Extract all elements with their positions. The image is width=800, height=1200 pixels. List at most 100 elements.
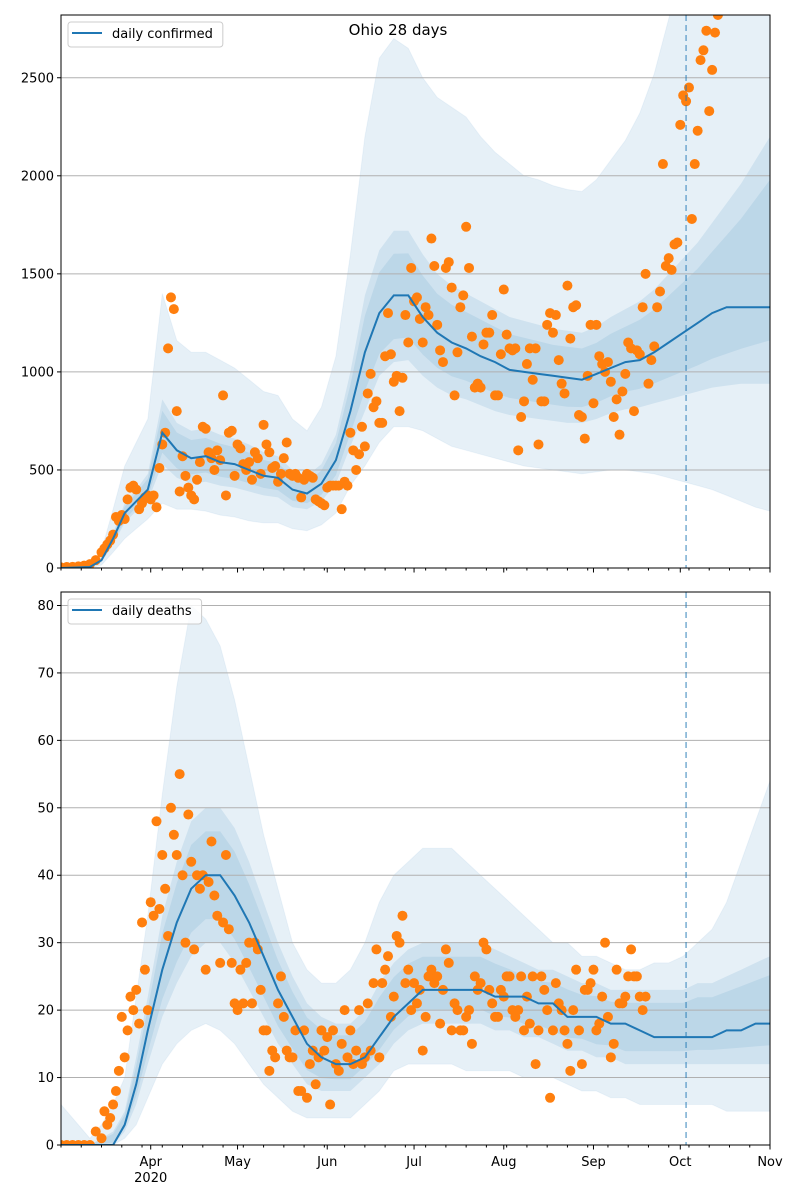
observed-point <box>200 423 211 434</box>
observed-point <box>681 96 692 107</box>
observed-point <box>466 331 477 342</box>
observed-point <box>640 268 651 279</box>
observed-point <box>368 978 379 989</box>
observed-point <box>388 991 399 1002</box>
observed-point <box>539 396 550 407</box>
observed-point <box>313 1052 324 1063</box>
observed-point <box>148 910 159 921</box>
observed-point <box>420 1011 431 1022</box>
observed-point <box>319 1045 330 1056</box>
observed-point <box>719 0 729 5</box>
xtick-label: Jul <box>405 1155 422 1170</box>
observed-point <box>113 1065 124 1076</box>
observed-point <box>145 897 156 908</box>
observed-point <box>212 910 223 921</box>
observed-point <box>600 937 611 948</box>
observed-point <box>530 1059 541 1070</box>
observed-point <box>643 378 654 389</box>
observed-point <box>591 319 602 330</box>
observed-point <box>631 971 642 982</box>
deaths-axes-frame <box>60 591 771 1146</box>
observed-point <box>301 1092 312 1103</box>
observed-point <box>339 1005 350 1016</box>
observed-point <box>287 1052 298 1063</box>
observed-point <box>449 390 460 401</box>
observed-point <box>345 1025 356 1036</box>
band-95 <box>61 15 770 568</box>
observed-point <box>218 917 229 928</box>
ytick-label: 2500 <box>21 71 54 86</box>
observed-point <box>756 0 766 5</box>
observed-point <box>252 453 263 464</box>
observed-point <box>751 0 761 5</box>
observed-point <box>183 809 194 820</box>
observed-point <box>710 27 721 38</box>
observed-point <box>513 1005 524 1016</box>
observed-point <box>180 470 191 481</box>
deaths-legend[interactable]: daily deaths <box>67 598 203 625</box>
observed-point <box>440 944 451 955</box>
observed-point <box>174 769 185 780</box>
observed-point <box>487 998 498 1009</box>
observed-point <box>371 396 382 407</box>
ytick-label: 30 <box>37 936 54 951</box>
observed-point <box>707 64 718 75</box>
observed-point <box>154 462 165 473</box>
observed-point <box>553 355 564 366</box>
observed-point <box>666 264 677 275</box>
observed-point <box>406 262 417 273</box>
observed-point <box>420 302 431 313</box>
observed-point <box>203 876 214 887</box>
observed-point <box>542 319 553 330</box>
observed-point <box>556 378 567 389</box>
observed-point <box>437 357 448 368</box>
observed-point <box>244 457 255 468</box>
observed-point <box>110 1086 121 1097</box>
ytick-label: 500 <box>29 463 54 478</box>
observed-point <box>605 1052 616 1063</box>
ytick-label: 40 <box>37 869 54 884</box>
observed-point <box>646 355 657 366</box>
observed-point <box>108 1099 119 1110</box>
observed-point <box>469 971 480 982</box>
observed-point <box>304 1059 315 1070</box>
observed-point <box>345 427 356 438</box>
observed-point <box>487 310 498 321</box>
ytick-label: 2000 <box>21 169 54 184</box>
observed-point <box>171 406 182 417</box>
observed-point <box>400 310 411 321</box>
observed-point <box>397 910 408 921</box>
observed-point <box>342 1052 353 1063</box>
confirmed-xticks <box>60 568 771 573</box>
observed-point <box>443 957 454 968</box>
xtick-label: Jun <box>316 1155 337 1170</box>
observed-point <box>383 951 394 962</box>
observed-point <box>183 482 194 493</box>
observed-point <box>637 302 648 313</box>
observed-point <box>177 870 188 881</box>
confirmed-axes-frame <box>60 14 771 569</box>
observed-point <box>634 349 645 360</box>
chart-title: Ohio 28 days <box>349 21 448 39</box>
observed-point <box>296 1086 307 1097</box>
ytick-label: 1500 <box>21 267 54 282</box>
observed-point <box>446 282 457 293</box>
confirmed-legend[interactable]: daily confirmed <box>67 21 224 48</box>
observed-point <box>594 1018 605 1029</box>
observed-point <box>739 0 749 5</box>
observed-point <box>652 302 663 313</box>
confirmed-observed-points <box>61 0 769 568</box>
observed-point <box>452 347 463 358</box>
observed-point <box>322 1032 333 1043</box>
observed-point <box>542 1005 553 1016</box>
observed-point <box>466 1038 477 1049</box>
observed-point <box>258 419 269 430</box>
observed-point <box>180 937 191 948</box>
observed-point <box>759 0 769 5</box>
observed-point <box>255 984 266 995</box>
observed-point <box>574 1025 585 1036</box>
observed-point <box>310 1079 321 1090</box>
observed-point <box>319 500 330 511</box>
observed-point <box>588 398 599 409</box>
observed-point <box>620 368 631 379</box>
